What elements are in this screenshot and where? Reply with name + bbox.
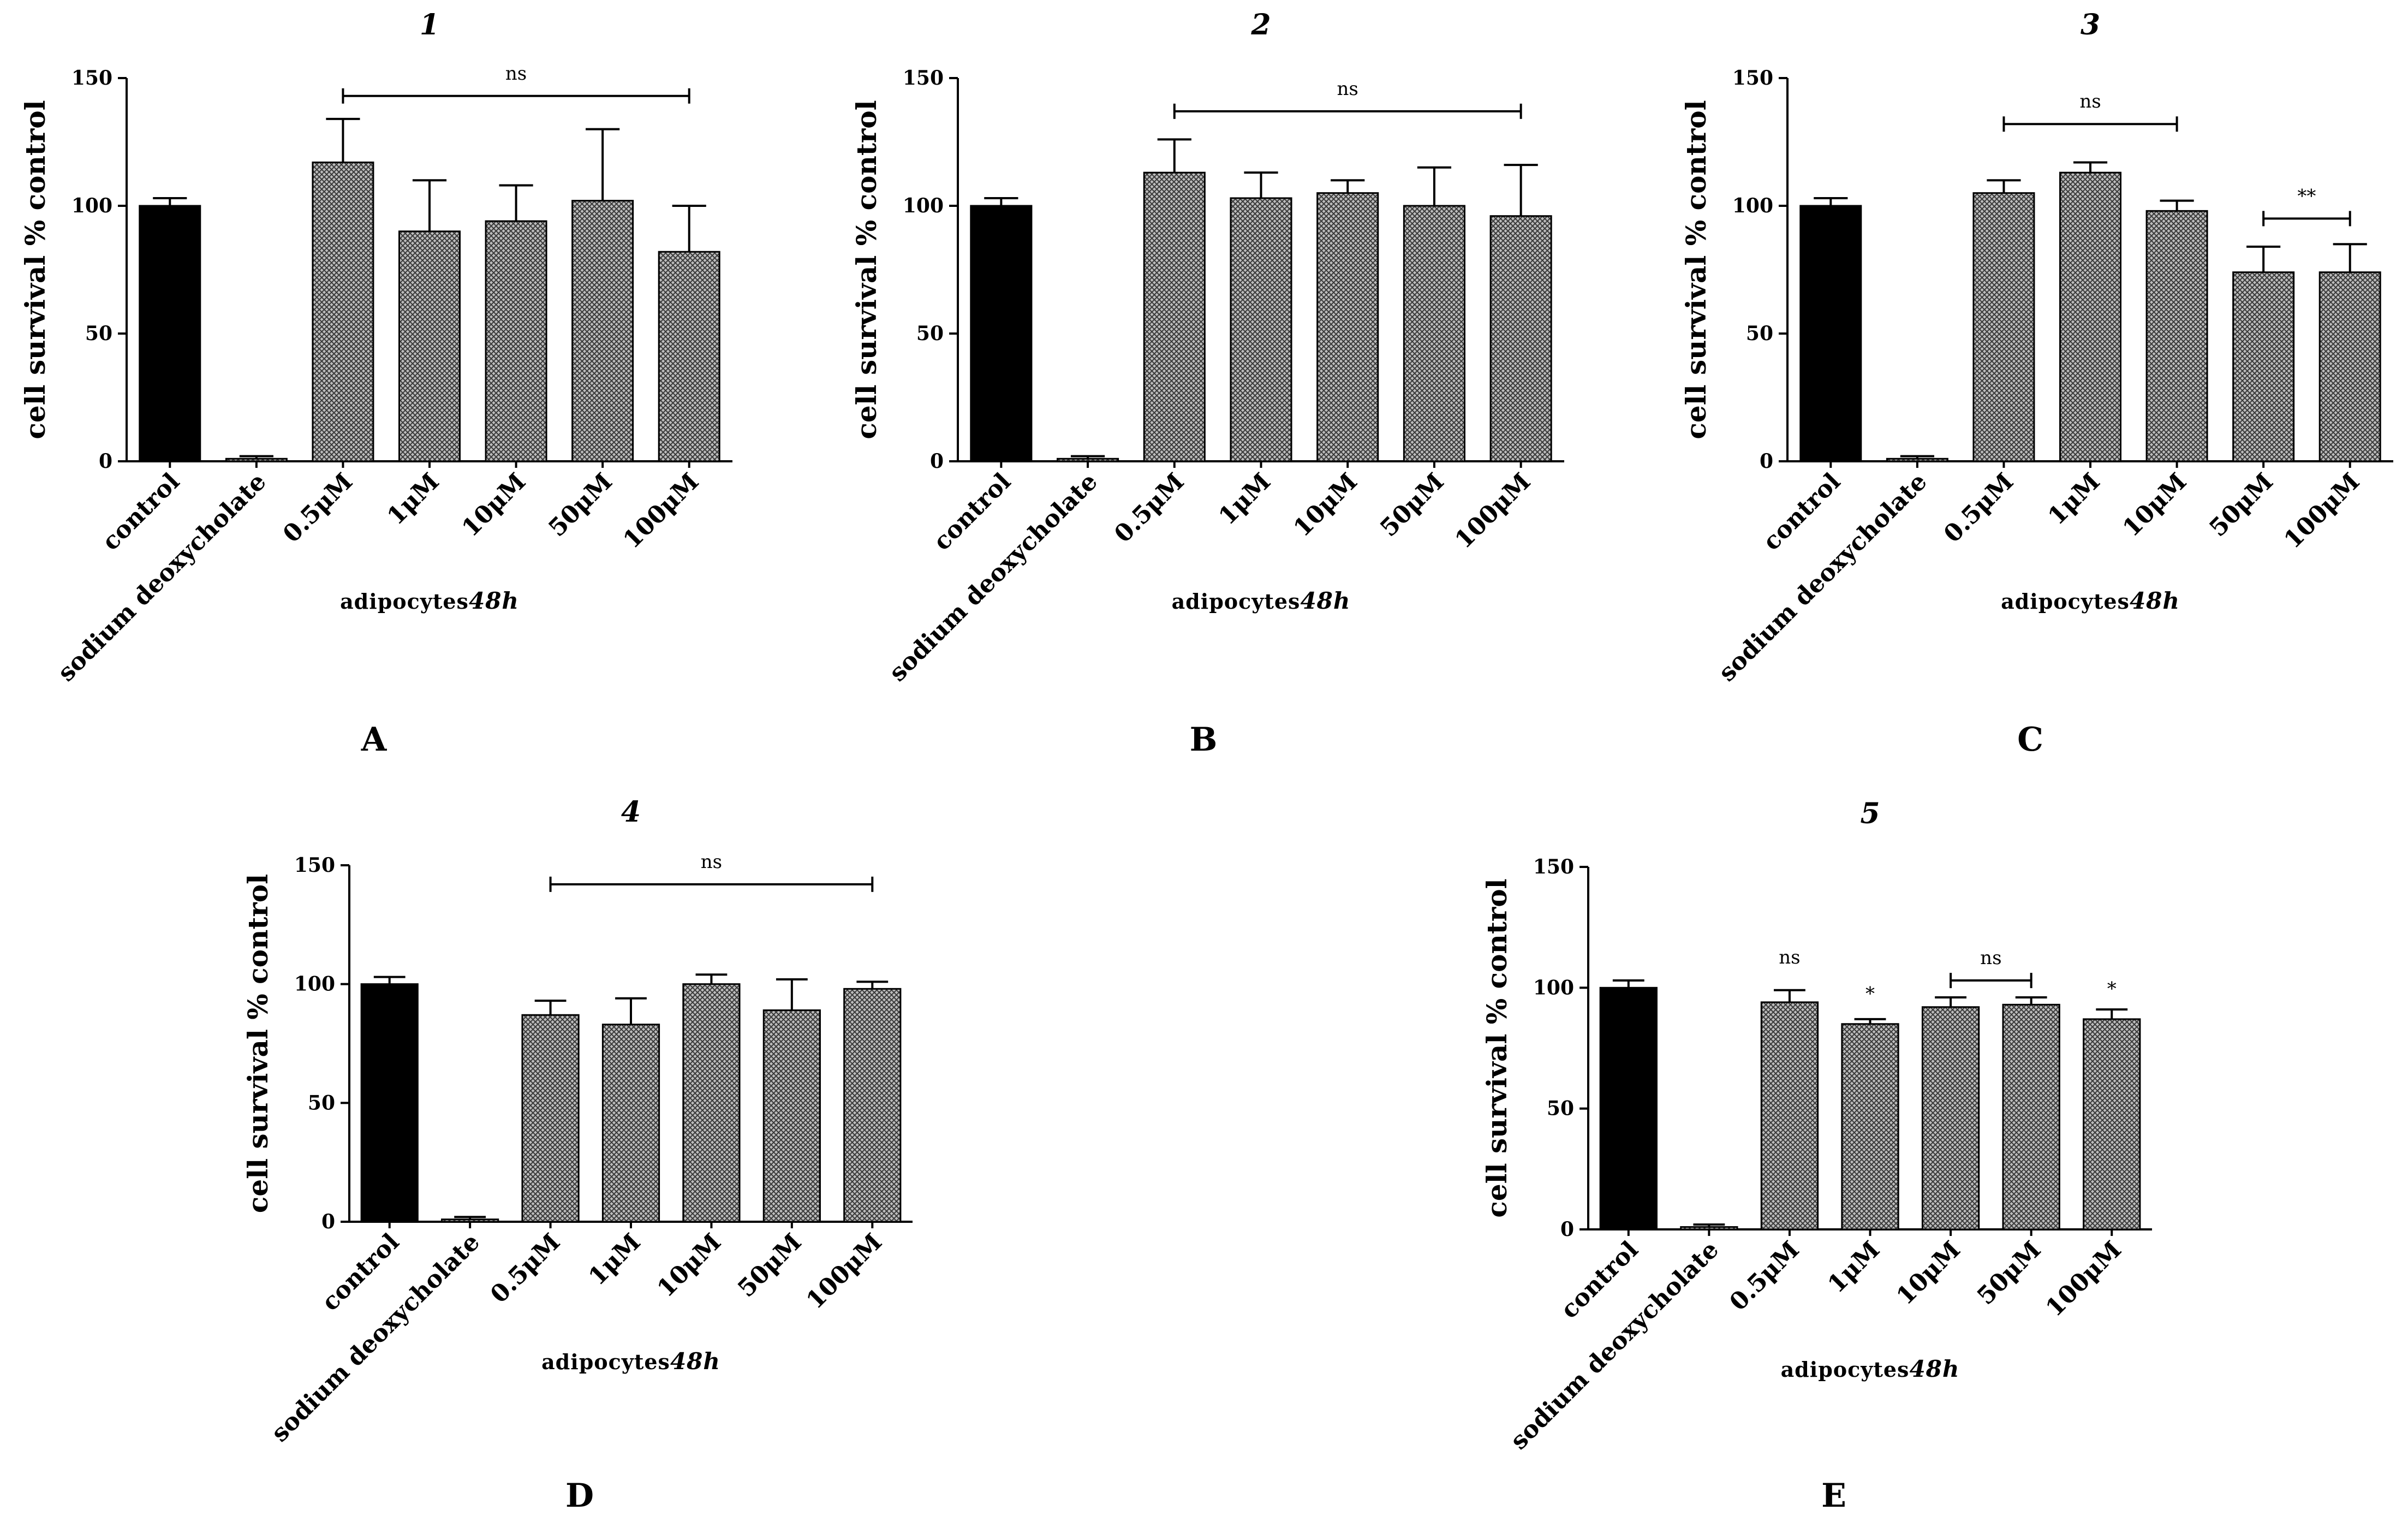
y-tick-label: 150 [294, 854, 335, 877]
bar [1143, 171, 1206, 462]
x-axis-label-text: adipocytes [541, 1349, 670, 1374]
bar [441, 1218, 499, 1223]
y-tick-label: 0 [1760, 450, 1773, 473]
y-tick-label: 0 [321, 1210, 335, 1233]
panel-label: A [361, 721, 388, 759]
bar [601, 1024, 660, 1223]
bar [521, 1014, 580, 1223]
y-axis-label: cell survival % control [19, 100, 51, 439]
y-tick-label: 150 [1533, 855, 1574, 878]
chart-title: 5 [1860, 797, 1880, 830]
bar [1886, 457, 1948, 462]
bar [398, 230, 461, 462]
significance-label: ** [2297, 185, 2316, 207]
bar [1316, 192, 1379, 462]
y-tick-label: 150 [903, 67, 944, 90]
y-tick-label: 0 [1560, 1218, 1574, 1241]
bar [2002, 1003, 2060, 1230]
x-axis-label-emphasis: 48h [1300, 587, 1350, 614]
x-axis-label-emphasis: 48h [1909, 1355, 1959, 1382]
bar [762, 1009, 821, 1223]
bar [1921, 1006, 1980, 1230]
bar [139, 205, 201, 462]
bar [1599, 986, 1658, 1230]
bar [312, 161, 374, 462]
x-axis-label: adipocytes48h [1172, 587, 1351, 614]
bar [485, 220, 547, 462]
significance-label: ns [1779, 947, 1800, 968]
significance-label: ns [701, 851, 722, 873]
panel-label: B [1190, 721, 1218, 759]
bar [225, 457, 288, 462]
y-axis-label: cell survival % control [850, 100, 883, 439]
chart-title: 1 [420, 8, 439, 41]
chart-title: 3 [2081, 8, 2100, 41]
bar [1489, 215, 1552, 462]
x-axis-label-text: adipocytes [340, 589, 469, 614]
bar [2059, 171, 2121, 462]
significance-label: ns [2079, 91, 2101, 112]
significance-label: ns [1980, 947, 2001, 969]
y-tick-label: 150 [71, 67, 112, 90]
panel-label: C [2017, 721, 2043, 759]
y-axis-label: cell survival % control [1680, 100, 1712, 439]
bar [2318, 271, 2381, 462]
x-axis-label: adipocytes48h [2001, 587, 2180, 614]
y-tick-label: 50 [916, 322, 944, 345]
y-axis-label: cell survival % control [242, 874, 274, 1213]
x-axis-label-text: adipocytes [1781, 1357, 1910, 1382]
chart-title: 2 [1250, 8, 1271, 41]
bar [1403, 205, 1465, 462]
x-axis-label-emphasis: 48h [469, 587, 519, 614]
bar [1057, 457, 1119, 462]
y-tick-label: 100 [1533, 976, 1574, 999]
bar [1680, 1226, 1738, 1230]
panel-label: D [565, 1477, 594, 1515]
y-tick-label: 50 [85, 322, 112, 345]
bar [1972, 192, 2035, 462]
y-tick-label: 50 [1746, 322, 1773, 345]
y-tick-label: 0 [930, 450, 944, 473]
chart-title: 4 [621, 795, 641, 829]
panel-label: E [1821, 1477, 1846, 1515]
y-axis-label: cell survival % control [1481, 878, 1513, 1217]
x-axis-label-emphasis: 48h [2130, 587, 2180, 614]
y-tick-label: 100 [903, 194, 944, 217]
y-tick-label: 150 [1732, 67, 1773, 90]
bar [970, 205, 1033, 462]
bar [658, 251, 720, 462]
bar [2083, 1018, 2141, 1230]
bar [571, 200, 634, 462]
x-axis-label: adipocytes48h [340, 587, 519, 614]
significance-label: ns [1337, 78, 1358, 100]
bar [843, 988, 902, 1223]
y-tick-label: 100 [1732, 194, 1773, 217]
y-tick-label: 50 [1547, 1097, 1574, 1120]
y-tick-label: 50 [308, 1091, 335, 1114]
bar [1230, 197, 1292, 462]
y-tick-label: 0 [99, 450, 112, 473]
significance-label: ns [505, 63, 527, 85]
bar [1841, 1023, 1899, 1230]
y-tick-label: 100 [294, 973, 335, 996]
bar [1760, 1001, 1819, 1230]
x-axis-label-text: adipocytes [1172, 589, 1301, 614]
bar [2145, 210, 2208, 462]
significance-label: * [2107, 978, 2117, 1000]
significance-label: * [1865, 983, 1875, 1004]
x-axis-label-text: adipocytes [2001, 589, 2130, 614]
bar [1799, 205, 1862, 462]
y-tick-label: 100 [71, 194, 112, 217]
x-axis-label: adipocytes48h [541, 1348, 720, 1375]
bar [2232, 271, 2295, 462]
x-axis-label-emphasis: 48h [670, 1348, 720, 1375]
x-axis-label: adipocytes48h [1781, 1355, 1960, 1382]
bar [682, 983, 741, 1223]
bar [360, 983, 419, 1223]
